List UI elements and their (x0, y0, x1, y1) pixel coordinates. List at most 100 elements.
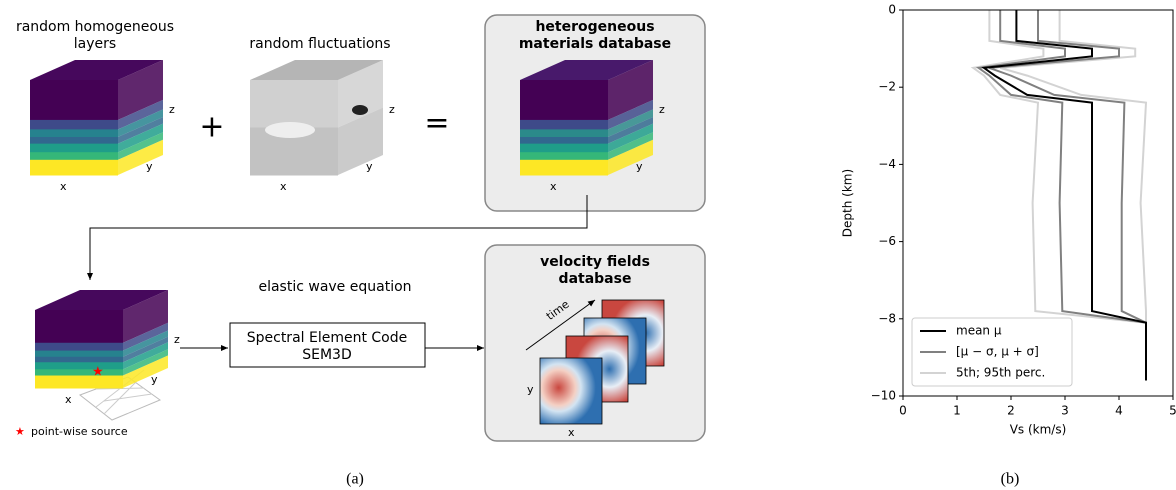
axis-label: z (389, 103, 395, 116)
axis-label: x (280, 180, 287, 193)
y-tick-label: −8 (878, 311, 896, 325)
axis-label: z (169, 103, 175, 116)
axis-label: x (65, 393, 72, 406)
profile-line (975, 10, 1147, 381)
x-tick-label: 1 (953, 404, 961, 418)
cube-layer (520, 159, 608, 176)
time-arrow (525, 299, 596, 351)
velocity-snapshot (539, 357, 603, 425)
legend-label: mean μ (956, 324, 1002, 338)
axis-label: y (527, 383, 534, 396)
y-tick-label: −2 (878, 80, 896, 94)
cube-layer (608, 139, 653, 175)
plot-frame (902, 9, 1174, 397)
cube-layer (123, 322, 168, 351)
y-tick-label: −4 (878, 157, 896, 171)
cube-layer (30, 159, 118, 176)
y-axis-label: Depth (km) (841, 169, 855, 237)
fluctuation-spot (352, 105, 368, 115)
cube-layer (35, 375, 123, 389)
solver-box (229, 322, 426, 368)
cube-top (520, 60, 653, 80)
profile-line (981, 10, 1147, 381)
layers-title: random homogeneous (16, 19, 174, 35)
velocity-db-title: velocity fields (540, 254, 650, 270)
chart: 0 1 2 3 4 5 −10 −8 −6 −4 −2 0 Vs (km/s) Depth (km) mea… (841, 3, 1176, 437)
cube-layer (608, 109, 653, 137)
axis-label: x (568, 426, 575, 439)
x-tick-label: 2 (1007, 404, 1015, 418)
cube-top (35, 290, 168, 310)
cube-layer (35, 350, 123, 358)
axis-label: z (659, 103, 665, 116)
x-tick-label: 3 (1061, 404, 1069, 418)
x-axis-label: Vs (km/s) (1010, 423, 1067, 437)
cube-layer (520, 80, 608, 121)
cube-layer (520, 119, 608, 130)
y-tick-label: −6 (878, 234, 896, 248)
source-icon: ★ (15, 425, 25, 438)
profile-line (999, 10, 1148, 381)
cube-layer (118, 139, 163, 175)
velocity-db-title: database (559, 271, 632, 287)
cube-layer (30, 152, 118, 161)
cube-layer (123, 330, 168, 357)
axis-label: x (550, 180, 557, 193)
axis-label: y (151, 373, 158, 386)
cube-layer (123, 342, 168, 370)
panel-label: (b) (1001, 471, 1020, 488)
cube-layer (123, 355, 168, 388)
cube-layer (608, 123, 653, 153)
cube-layer (35, 369, 123, 377)
legend-label: 5th; 95th perc. (956, 366, 1045, 380)
y-tick-label: 0 (888, 3, 896, 17)
cube-layer (123, 336, 168, 363)
diagram: random homogeneous layers random fluctua… (15, 14, 1020, 488)
cube-layer (118, 99, 163, 130)
cube-layer (30, 129, 118, 138)
cube-layer (118, 123, 163, 153)
cube-layer (520, 129, 608, 138)
profile-line (970, 10, 1147, 381)
cube-layer (35, 362, 123, 370)
cube-layer (520, 137, 608, 145)
solver-label: Spectral Element Code (247, 330, 408, 346)
flow-arrow (87, 195, 588, 280)
cube-layer (123, 290, 168, 343)
layers-title: layers (74, 36, 116, 52)
axis-label: y (636, 160, 643, 173)
x-tick-label: 5 (1169, 404, 1176, 418)
panel-label: (a) (346, 471, 364, 488)
cube-layer (608, 60, 653, 120)
cube-layer (30, 80, 118, 121)
cube-layer (338, 107, 383, 175)
materials-db-title: heterogeneous (535, 19, 654, 35)
x-tick-label: 0 (899, 404, 907, 418)
fluctuations-title: random fluctuations (249, 36, 390, 52)
axis-label: y (146, 160, 153, 173)
source-marker: ★ (92, 365, 104, 380)
axis-label: y (366, 160, 373, 173)
axis-label: x (60, 180, 67, 193)
cube-layer (250, 80, 338, 128)
solver-label: SEM3D (302, 347, 352, 363)
cube-layer (520, 143, 608, 153)
cube-layer (520, 152, 608, 161)
cube-layer (608, 132, 653, 160)
cube-layer (35, 310, 123, 344)
legend-label: [μ − σ, μ + σ] (956, 345, 1039, 359)
cube-layer (123, 349, 168, 376)
source-label: point-wise source (31, 425, 128, 438)
cube-layer (118, 60, 163, 120)
materials-db-title: materials database (519, 36, 671, 52)
cube-layer (118, 117, 163, 144)
cube-layer (118, 109, 163, 137)
profile-line (989, 10, 1147, 381)
legend-box (911, 317, 1073, 387)
cube-layer (30, 119, 118, 130)
cube-layer (30, 143, 118, 153)
cube-top (250, 60, 383, 80)
cube-top (30, 60, 163, 80)
cube-layer (35, 342, 123, 352)
